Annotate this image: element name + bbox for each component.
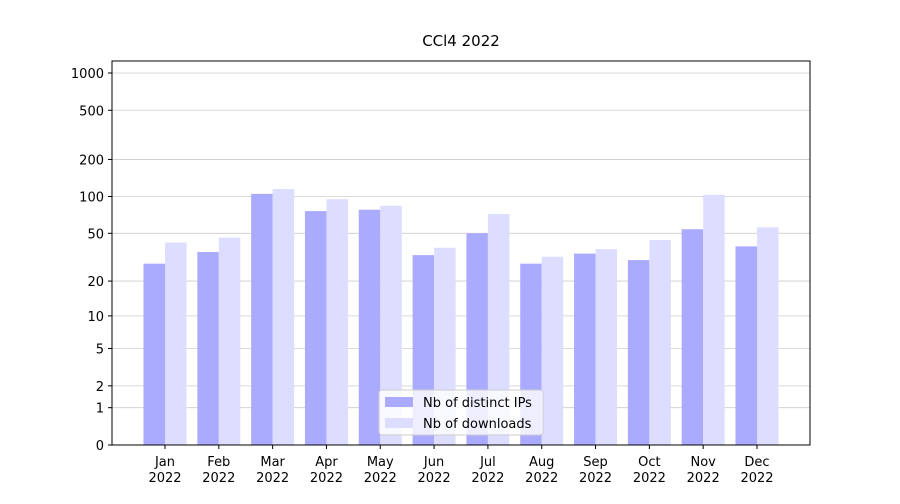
bar (757, 227, 779, 445)
x-tick-label: May 2022 (364, 455, 397, 486)
legend-swatch (385, 418, 413, 428)
y-tick-label: 20 (87, 275, 104, 290)
legend-swatch (385, 397, 413, 407)
bar (143, 263, 165, 445)
x-tick-label: Jul 2022 (471, 455, 504, 486)
y-tick-label: 1000 (71, 67, 104, 82)
legend-label: Nb of distinct IPs (423, 396, 532, 411)
x-tick-label: Jun 2022 (418, 455, 451, 486)
bar (487, 213, 510, 445)
bar (649, 240, 671, 445)
bar (304, 211, 327, 445)
y-tick-label: 1 (96, 402, 104, 417)
bar (380, 205, 402, 445)
y-tick-label: 2 (96, 380, 104, 395)
bar (735, 246, 757, 445)
x-tick-label: Sep 2022 (579, 455, 612, 486)
bar (272, 189, 295, 445)
bar (681, 229, 704, 445)
x-tick-label: Feb 2022 (202, 455, 235, 486)
y-tick-label: 0 (96, 439, 104, 454)
y-tick-label: 10 (87, 310, 104, 325)
bar (703, 194, 725, 445)
bar (218, 237, 241, 445)
x-tick-label: Apr 2022 (310, 455, 343, 486)
bar (358, 209, 381, 445)
bar (541, 256, 564, 445)
y-tick-label: 500 (79, 104, 104, 119)
y-tick-label: 5 (96, 343, 104, 358)
bar (251, 193, 273, 445)
bar (595, 249, 618, 445)
x-tick-label: Oct 2022 (633, 455, 666, 486)
bar (627, 260, 650, 445)
y-tick-label: 50 (87, 227, 104, 242)
x-tick-label: Dec 2022 (740, 455, 773, 486)
x-tick-label: Jan 2022 (148, 455, 181, 486)
bar (197, 252, 219, 445)
y-tick-label: 100 (79, 191, 104, 206)
x-tick-label: Aug 2022 (525, 455, 558, 486)
x-tick-label: Nov 2022 (687, 455, 720, 486)
plot-frame (111, 60, 811, 446)
bar (326, 199, 348, 445)
legend-label: Nb of downloads (423, 417, 532, 432)
legend-box (378, 389, 544, 436)
x-tick-label: Mar 2022 (256, 455, 289, 486)
y-tick-label: 200 (79, 153, 104, 168)
bar (574, 253, 596, 445)
chart-title: CCl4 2022 (422, 32, 500, 50)
bar (165, 242, 187, 445)
